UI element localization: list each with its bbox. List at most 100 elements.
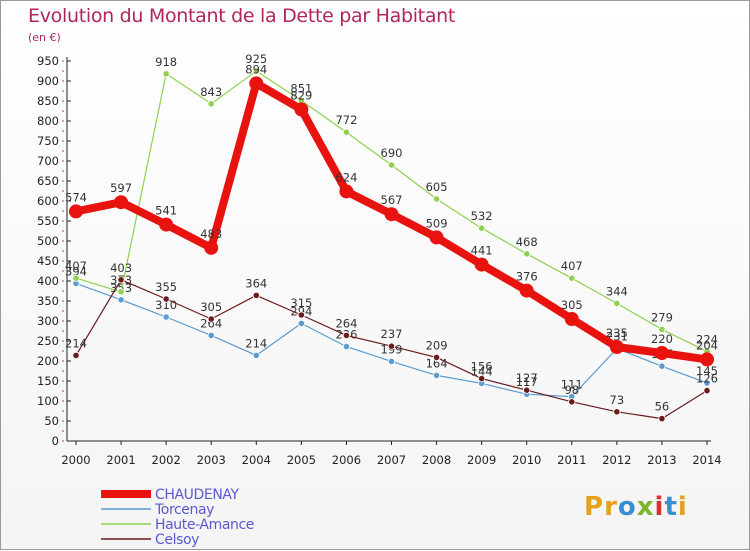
- data-label: 144: [471, 364, 493, 378]
- logo-letter: i: [654, 492, 665, 522]
- legend-label: CHAUDENAY: [155, 487, 240, 503]
- data-point: [564, 312, 579, 326]
- data-label: 56: [655, 400, 670, 414]
- data-point: [432, 195, 441, 203]
- y-tick-label: 700: [37, 154, 59, 168]
- chart-subtitle: (en €): [28, 31, 61, 44]
- x-tick-label: 2008: [422, 453, 451, 467]
- data-label: 156: [471, 360, 493, 374]
- data-point: [342, 331, 351, 339]
- data-point: [162, 313, 170, 321]
- data-point: [297, 319, 305, 327]
- data-label: 214: [65, 336, 87, 350]
- data-point: [159, 217, 174, 232]
- logo-letter: o: [617, 492, 637, 522]
- x-tick-label: 2007: [377, 453, 406, 467]
- data-point: [114, 195, 129, 210]
- data-label: 605: [426, 180, 448, 194]
- data-point: [117, 296, 125, 304]
- legend-label: Haute-Amance: [155, 517, 254, 533]
- data-point: [658, 414, 666, 423]
- data-point: [432, 371, 441, 379]
- logo-letter: t: [664, 492, 678, 522]
- data-point: [294, 102, 309, 117]
- data-point: [204, 240, 219, 255]
- x-tick-label: 2014: [692, 453, 721, 467]
- data-point: [700, 352, 714, 367]
- y-tick-label: 950: [37, 54, 59, 68]
- data-point: [568, 274, 576, 282]
- data-point: [297, 311, 305, 319]
- data-label: 407: [561, 259, 583, 273]
- x-tick-label: 2009: [467, 453, 496, 467]
- data-point: [523, 386, 531, 394]
- data-point: [207, 315, 215, 323]
- y-tick-label: 0: [52, 434, 59, 448]
- data-label: 918: [155, 55, 177, 69]
- x-tick-label: 2013: [647, 453, 676, 467]
- logo-letter: P: [584, 492, 605, 522]
- data-label: 204: [696, 338, 718, 352]
- data-point: [478, 374, 486, 383]
- y-tick-label: 400: [37, 274, 59, 288]
- data-point: [523, 250, 531, 258]
- data-point: [609, 340, 624, 354]
- y-tick-label: 800: [37, 114, 59, 128]
- data-label: 305: [200, 300, 222, 314]
- data-label: 279: [651, 310, 673, 324]
- data-label: 98: [564, 383, 579, 397]
- x-tick-label: 2000: [61, 453, 90, 467]
- data-point: [387, 161, 396, 169]
- y-tick-label: 500: [37, 234, 59, 248]
- data-point: [384, 207, 399, 222]
- proxiti-logo: Proxiti: [584, 492, 688, 522]
- data-label: 441: [471, 244, 493, 258]
- data-point: [478, 224, 486, 232]
- data-label: 394: [65, 264, 87, 278]
- chart-title: Evolution du Montant de la Dette par Hab…: [28, 5, 456, 27]
- x-tick-label: 2012: [602, 453, 631, 467]
- logo-letter: i: [677, 492, 688, 522]
- data-label: 567: [381, 193, 403, 207]
- data-point: [72, 351, 80, 359]
- y-tick-label: 750: [37, 134, 59, 148]
- data-point: [207, 331, 215, 339]
- data-point: [342, 342, 351, 351]
- data-point: [703, 379, 711, 387]
- data-label: 772: [335, 113, 357, 127]
- x-tick-label: 2010: [512, 453, 541, 467]
- data-label: 264: [335, 316, 357, 330]
- data-point: [339, 184, 354, 199]
- data-label: 315: [290, 296, 312, 310]
- logo-letter: x: [636, 492, 655, 522]
- data-label: 355: [155, 280, 177, 294]
- data-point: [658, 362, 666, 370]
- data-label: 73: [610, 393, 625, 407]
- y-tick-label: 900: [37, 74, 59, 88]
- data-point: [432, 353, 441, 361]
- data-label: 353: [110, 281, 132, 295]
- y-tick-label: 350: [37, 294, 59, 308]
- data-label: 925: [245, 52, 267, 66]
- data-label: 403: [110, 261, 132, 275]
- data-point: [342, 128, 351, 136]
- data-point: [162, 70, 170, 78]
- data-point: [387, 342, 396, 350]
- data-label: 220: [651, 332, 673, 346]
- y-tick-label: 300: [37, 314, 59, 328]
- data-label: 597: [110, 181, 132, 195]
- data-label: 344: [606, 284, 628, 298]
- y-tick-label: 850: [37, 94, 59, 108]
- data-point: [703, 386, 711, 395]
- x-tick-label: 2001: [106, 453, 135, 467]
- x-tick-label: 2005: [287, 453, 316, 467]
- data-point: [249, 76, 264, 91]
- data-point: [252, 351, 260, 359]
- data-label: 376: [516, 270, 538, 284]
- y-tick-label: 600: [37, 194, 59, 208]
- data-label: 364: [245, 276, 267, 290]
- data-point: [429, 230, 444, 245]
- data-point: [568, 398, 576, 406]
- data-label: 126: [696, 372, 718, 386]
